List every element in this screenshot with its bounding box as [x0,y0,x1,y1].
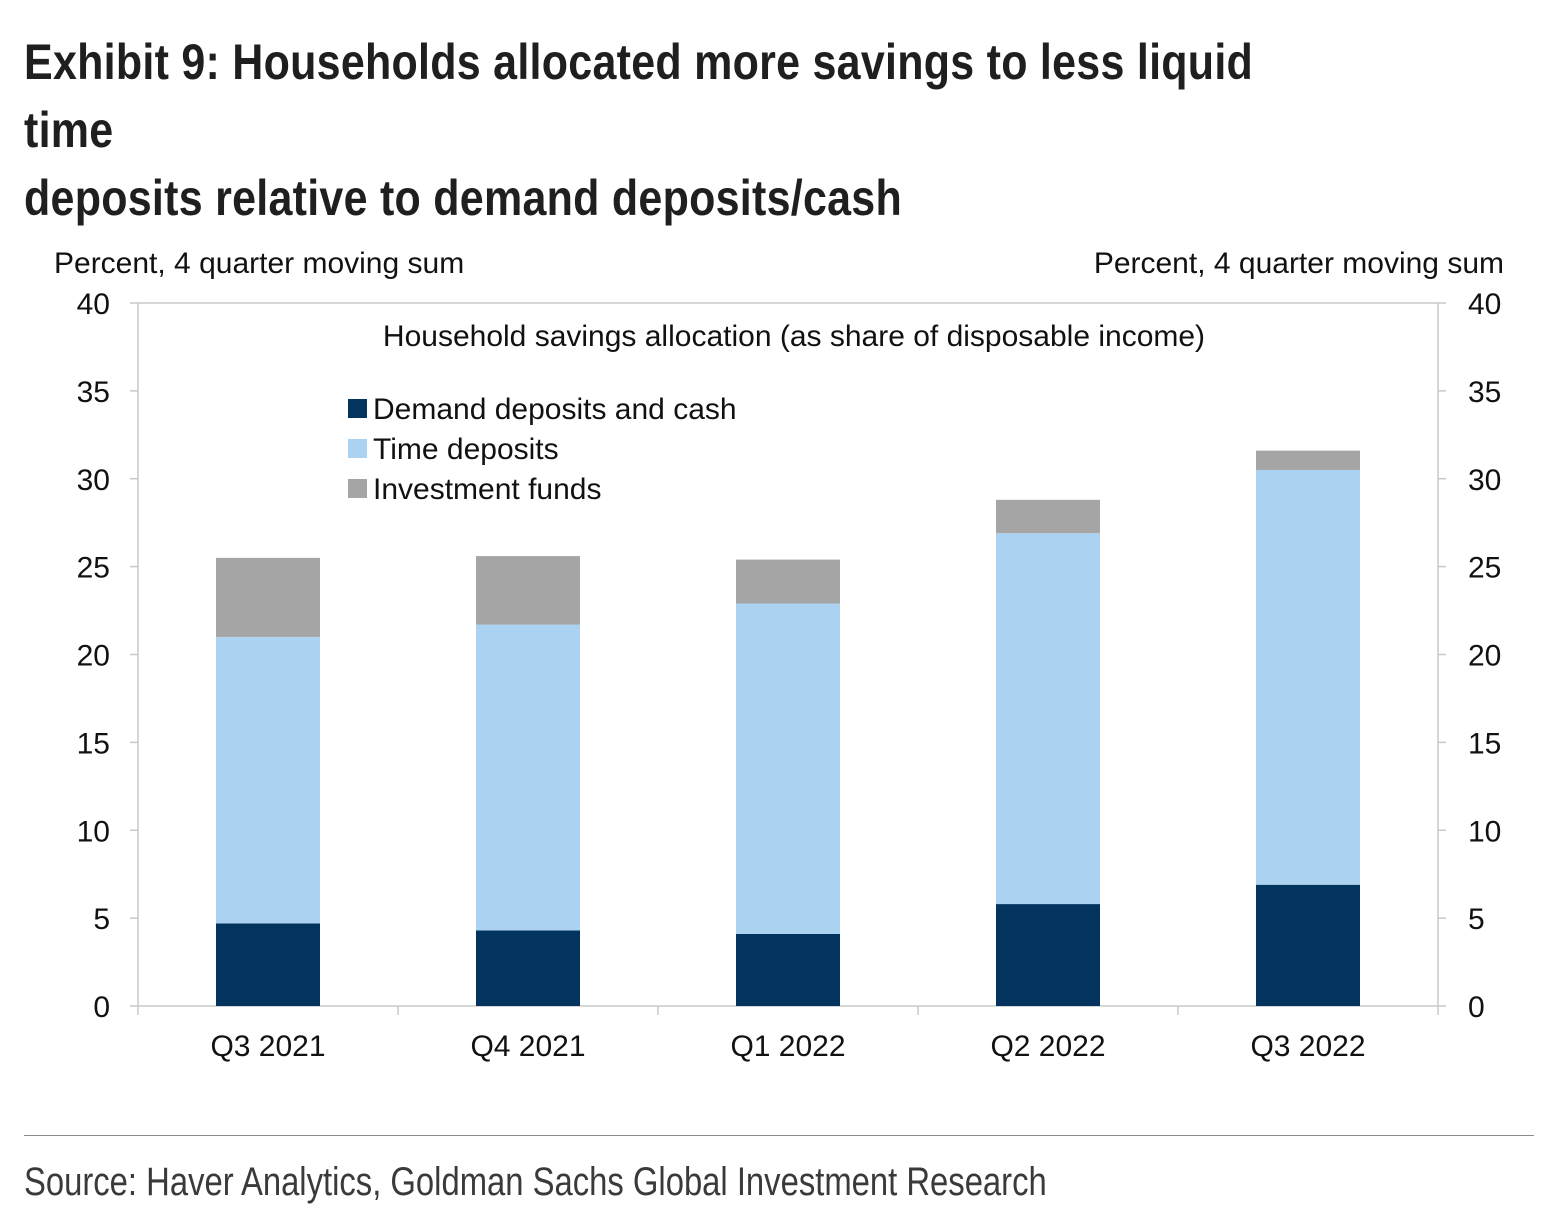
y-tick-label-left: 5 [93,903,110,936]
stacked-bar-chart: Percent, 4 quarter moving sum Percent, 4… [54,247,1504,1063]
footer-divider [24,1135,1534,1136]
bar-time-deposits-0 [216,636,320,924]
bar-investment-funds-1 [476,556,580,625]
left-axis-label: Percent, 4 quarter moving sum [54,247,464,280]
y-tick-label-left: 25 [77,552,110,585]
chart-title: Exhibit 9: Households allocated more sav… [24,28,1314,232]
bar-time-deposits-2 [736,603,840,934]
legend: Demand deposits and cash Time deposits Inv… [348,393,737,506]
y-tick-label-right: 20 [1468,640,1501,673]
legend-swatch-2 [348,479,367,498]
y-tick-label-right: 10 [1468,815,1501,848]
y-tick-label-left: 15 [77,727,110,760]
right-axis-label: Percent, 4 quarter moving sum [1094,247,1504,280]
bar-demand-deposits-and-cash-2 [736,933,840,1006]
y-tick-label-right: 0 [1468,991,1485,1024]
y-tick-label-left: 10 [77,815,110,848]
chart-subtitle: Household savings allocation (as share o… [383,320,1205,353]
bar-time-deposits-1 [476,624,580,931]
y-tick-label-right: 35 [1468,376,1501,409]
bar-investment-funds-2 [736,559,840,604]
bar-demand-deposits-and-cash-1 [476,930,580,1006]
y-tick-label-left: 30 [77,464,110,497]
y-tick-label-left: 40 [77,288,110,321]
x-tick-label: Q2 2022 [990,1030,1105,1063]
y-tick-label-left: 20 [77,640,110,673]
x-tick-label: Q3 2021 [210,1030,325,1063]
source-note: Source: Haver Analytics, Goldman Sachs G… [24,1160,1047,1204]
bar-time-deposits-3 [996,533,1100,905]
chart-title-line-2: deposits relative to demand deposits/cas… [24,170,902,226]
y-tick-label-right: 15 [1468,727,1501,760]
y-tick-label-right: 40 [1468,288,1501,321]
y-tick-label-right: 30 [1468,464,1501,497]
legend-swatch-0 [348,399,367,418]
legend-label-1: Time deposits [373,433,559,466]
legend-label-2: Investment funds [373,473,601,506]
x-tick-label: Q4 2021 [470,1030,585,1063]
x-tick-label: Q3 2022 [1250,1030,1365,1063]
bar-investment-funds-3 [996,499,1100,534]
bar-investment-funds-0 [216,557,320,637]
y-tick-label-left: 0 [93,991,110,1024]
legend-swatch-1 [348,439,367,458]
bar-demand-deposits-and-cash-0 [216,923,320,1006]
chart-title-line-1: Exhibit 9: Households allocated more sav… [24,34,1254,158]
y-tick-label-left: 35 [77,376,110,409]
bar-demand-deposits-and-cash-3 [996,904,1100,1006]
y-tick-label-right: 5 [1468,903,1485,936]
bar-time-deposits-4 [1256,469,1360,885]
bar-investment-funds-4 [1256,450,1360,470]
y-tick-label-right: 25 [1468,552,1501,585]
x-tick-label: Q1 2022 [730,1030,845,1063]
bars: Q3 2021 Q4 2021 Q1 2022 Q2 2022 Q3 2022 [210,450,1366,1063]
legend-label-0: Demand deposits and cash [373,393,737,426]
bar-demand-deposits-and-cash-4 [1256,884,1360,1006]
